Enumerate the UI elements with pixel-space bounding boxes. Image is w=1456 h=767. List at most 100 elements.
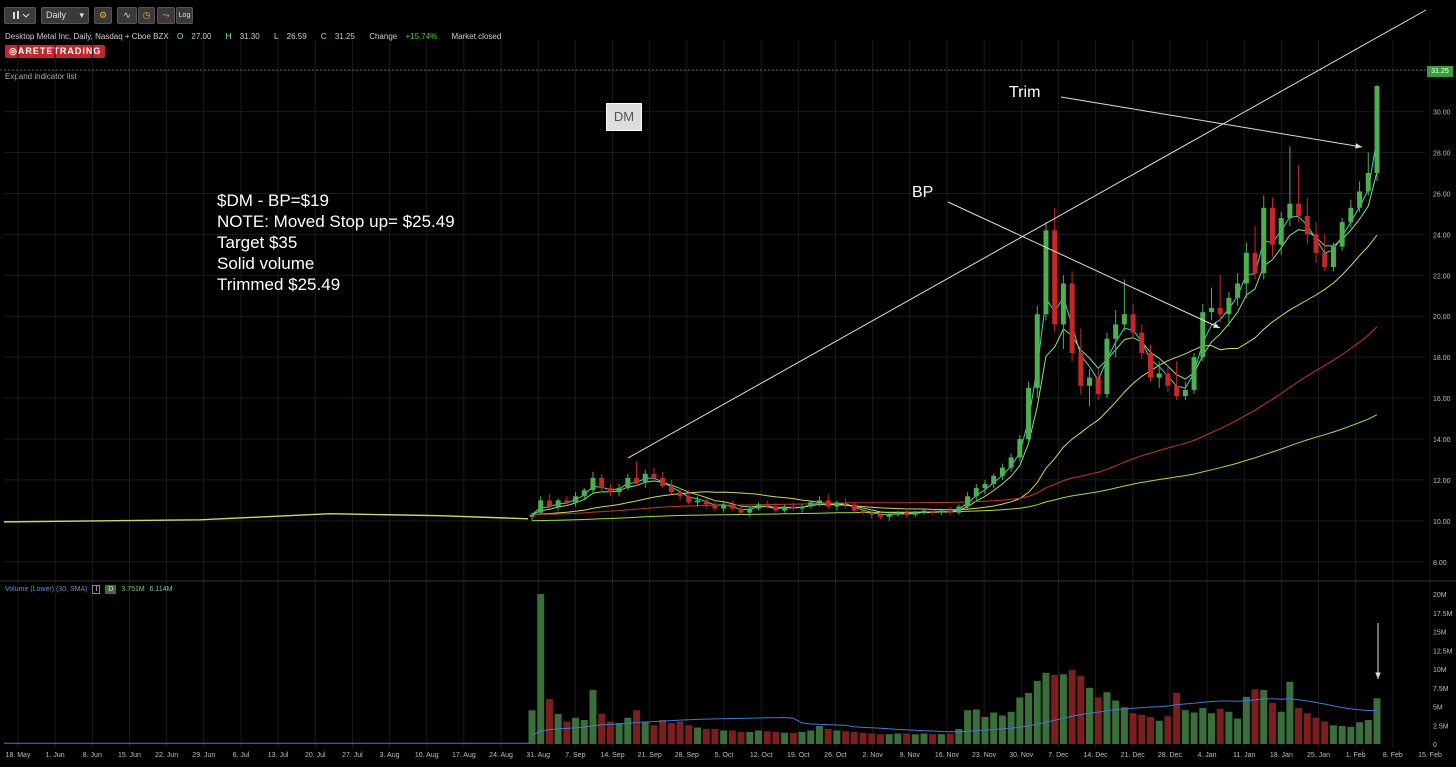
time-tick-label: 21. Sep — [638, 752, 662, 759]
volume-bar — [946, 733, 954, 744]
volume-bar — [1112, 700, 1120, 744]
time-tick-label: 11. Jan — [1233, 752, 1256, 759]
candle-body — [938, 510, 944, 513]
drawings — [627, 9, 1427, 679]
volume-bar — [1086, 687, 1094, 744]
time-tick-label: 22. Jun — [155, 752, 178, 759]
volume-bar — [563, 721, 571, 744]
chart-style-button[interactable] — [4, 7, 36, 24]
ma-50-line — [531, 326, 1378, 516]
interval-select[interactable]: Daily ▾ — [41, 7, 89, 24]
time-tick-label: 2. Nov — [863, 752, 884, 759]
volume-bar — [1199, 708, 1207, 744]
volume-tick-label: 7.5M — [1433, 686, 1449, 693]
volume-sma-line — [4, 698, 1378, 744]
volume-bar — [1242, 696, 1250, 744]
candle-body — [1113, 324, 1119, 339]
volume-bar — [998, 715, 1006, 744]
price-tick-label: 12.00 — [1433, 478, 1451, 485]
volume-bar — [1225, 711, 1233, 744]
volume-bar — [1207, 713, 1215, 744]
time-tick-label: 31. Aug — [526, 752, 550, 759]
candle-body — [1243, 252, 1249, 284]
price-tick-label: 24.00 — [1433, 232, 1451, 239]
moving-average-lines — [3, 137, 1378, 523]
ma-20-line — [531, 234, 1378, 516]
volume-bar — [789, 732, 797, 744]
log-scale-button[interactable]: Log — [176, 7, 193, 24]
time-tick-label: 14. Sep — [600, 752, 624, 759]
candle-body — [1087, 377, 1093, 386]
candle-body — [834, 502, 840, 507]
expand-indicator-link[interactable]: Expand indicator list — [5, 72, 77, 81]
candle-body — [851, 504, 857, 511]
indicator-toggle[interactable]: I — [92, 585, 101, 594]
volume-bar — [815, 726, 823, 744]
candle-body — [738, 508, 744, 513]
volume-bar — [929, 734, 937, 744]
volume-bar — [1068, 669, 1076, 744]
clock-button[interactable]: ◷ — [138, 7, 155, 24]
volume-bar — [624, 717, 632, 744]
volume-bar — [1155, 720, 1163, 744]
candle-body — [538, 500, 544, 513]
candle-body — [555, 500, 561, 507]
trim-arrow — [1060, 96, 1363, 148]
candle-body — [808, 502, 814, 507]
candle-body — [930, 510, 936, 513]
note-line: Target $35 — [217, 233, 298, 252]
candle-body — [1148, 353, 1154, 378]
candle-body — [1069, 283, 1075, 354]
volume-bar — [1356, 722, 1364, 744]
log-label: Log — [178, 12, 191, 19]
candle-body — [703, 500, 709, 505]
compare-button[interactable]: ⤳ — [157, 7, 175, 24]
drawing-button[interactable]: ∿ — [117, 7, 137, 24]
volume-bar — [737, 732, 745, 744]
close-value: C 31.25 — [320, 32, 355, 41]
bp-arrow-head — [1213, 322, 1220, 328]
volume-bar — [728, 730, 736, 744]
volume-bar — [1138, 714, 1146, 744]
volume-bar — [1286, 681, 1294, 744]
volume-bar — [1181, 710, 1189, 744]
price-tick-label: 16.00 — [1433, 396, 1451, 403]
candle-body — [1121, 314, 1127, 325]
volume-bar — [1077, 675, 1085, 744]
candle-body — [1139, 332, 1145, 354]
volume-bar — [580, 720, 588, 744]
settings-button[interactable]: ⚙ — [94, 7, 112, 24]
volume-bar — [964, 710, 972, 744]
candle-body — [1261, 207, 1267, 274]
volume-indicator-name: Volume (Lower) (30, SMA) — [5, 586, 88, 593]
candle-body — [912, 512, 918, 515]
time-tick-label: 8. Feb — [1383, 752, 1403, 759]
candle-body — [607, 488, 613, 493]
volume-bar — [606, 721, 614, 744]
volume-bar — [859, 732, 867, 744]
candle-body — [773, 506, 779, 511]
symbol-badge: DM — [606, 103, 642, 131]
candle-body — [1269, 207, 1275, 245]
candle-body — [1365, 173, 1371, 192]
candle-body — [1357, 191, 1363, 208]
volume-bar — [545, 699, 553, 744]
volume-bar — [1260, 690, 1268, 744]
indicator-settings[interactable]: D — [105, 585, 117, 594]
candle-body — [634, 477, 640, 482]
time-tick-label: 18. May — [6, 752, 31, 759]
volume-bars — [528, 594, 1381, 744]
volume-sma-value: 6.114M — [149, 586, 173, 593]
candle-body — [1313, 234, 1319, 253]
volume-bar — [937, 734, 945, 744]
volume-bar — [1303, 713, 1311, 744]
volume-bar — [885, 734, 893, 744]
candle-body — [790, 506, 796, 509]
candle-body — [947, 510, 953, 513]
candle-body — [904, 512, 910, 515]
candle-body — [581, 490, 587, 497]
volume-bar — [1094, 697, 1102, 744]
volume-bar — [589, 690, 597, 744]
candle-body — [999, 467, 1005, 476]
